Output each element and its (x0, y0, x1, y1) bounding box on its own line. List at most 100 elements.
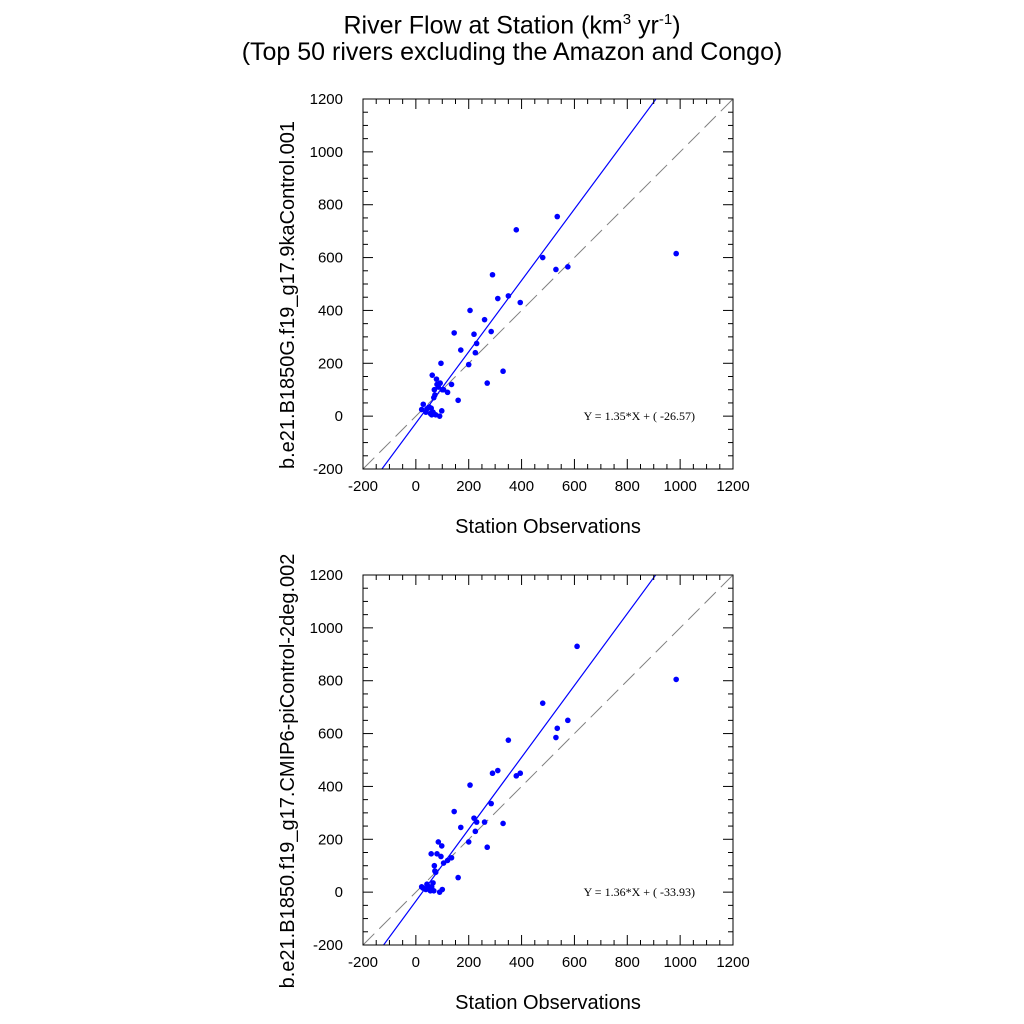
data-point (457, 347, 464, 353)
data-point (574, 643, 580, 650)
data-point (465, 839, 472, 845)
x-tick-label: 600 (562, 954, 587, 971)
data-point (484, 844, 491, 851)
data-point (467, 782, 473, 788)
y-tick-label: 800 (318, 197, 343, 214)
chart-title-line-1: River Flow at Station (km3 yr-1) (0, 5, 1024, 40)
data-point (430, 880, 436, 886)
y-tick-label: 400 (318, 778, 343, 795)
y-tick-label: 600 (318, 250, 343, 267)
data-point (431, 888, 437, 894)
scatter-plot-1: -200 -200 0 0 200 200 400 400 600 600 800 800 1000 10… (277, 91, 750, 538)
data-point (489, 770, 496, 777)
data-point (455, 397, 461, 404)
data-point (505, 293, 512, 299)
data-point (489, 271, 496, 278)
x-tick-label: 600 (562, 478, 587, 495)
y-tick-label: 0 (335, 408, 343, 425)
one-to-one-line (363, 99, 733, 469)
data-point (471, 331, 477, 338)
data-point (471, 815, 477, 821)
x-axis-label: Station Observations (455, 516, 641, 538)
data-point (451, 808, 457, 815)
data-point (472, 349, 479, 356)
y-axis-label: b.e21.B1850.f19_g17.CMIP6-piControl-2deg… (277, 554, 299, 989)
data-point (457, 824, 464, 831)
data-point (448, 854, 455, 861)
data-point (481, 316, 488, 323)
y-tick-label: -200 (313, 461, 343, 478)
data-point (440, 860, 447, 866)
x-tick-label: 200 (456, 954, 481, 971)
data-point (435, 839, 442, 845)
data-point (539, 700, 546, 706)
data-point (432, 392, 438, 398)
y-tick-label: -200 (313, 937, 343, 954)
data-point (438, 843, 445, 849)
data-point (439, 886, 446, 893)
data-point (467, 307, 473, 314)
title-main-text: River Flow at Station (km (343, 11, 623, 40)
x-tick-label: 0 (412, 954, 420, 971)
data-point (488, 800, 494, 807)
data-point (465, 361, 472, 368)
data-point (517, 770, 524, 777)
x-tick-label: 400 (509, 954, 534, 971)
regression-equation: Y = 1.35*X + ( -26.57) (584, 409, 695, 423)
data-point (431, 386, 438, 393)
x-tick-label: 1200 (716, 478, 749, 495)
data-point (433, 376, 440, 382)
x-tick-label: 1000 (663, 954, 696, 971)
x-tick-label: 0 (412, 478, 420, 495)
data-point (554, 213, 561, 220)
data-point (448, 381, 455, 388)
x-tick-label: 800 (615, 954, 640, 971)
title-end-text: ) (672, 11, 681, 40)
data-point (500, 820, 506, 827)
data-point (472, 828, 479, 835)
y-tick-label: 200 (318, 355, 343, 372)
data-point (420, 401, 427, 408)
data-point (438, 360, 444, 367)
data-point (432, 869, 439, 876)
data-point (434, 851, 440, 857)
data-point (444, 389, 451, 396)
data-point (431, 862, 438, 869)
y-tick-label: 1200 (310, 567, 343, 584)
data-point (455, 874, 461, 881)
x-tick-label: 400 (509, 478, 534, 495)
data-point (517, 299, 524, 306)
data-point (539, 254, 546, 261)
x-tick-label: -200 (348, 478, 378, 495)
data-point (554, 725, 561, 732)
y-tick-label: 0 (335, 884, 343, 901)
data-point (565, 264, 571, 270)
data-point (553, 734, 559, 741)
data-point (444, 857, 451, 864)
data-point (500, 368, 506, 375)
y-tick-label: 1000 (310, 144, 343, 161)
data-point (481, 819, 488, 825)
data-point (436, 413, 443, 419)
data-point (513, 773, 520, 779)
data-point (488, 328, 494, 335)
x-tick-label: 800 (615, 478, 640, 495)
data-point (494, 767, 501, 774)
y-tick-label: 1000 (310, 620, 343, 637)
y-tick-label: 800 (318, 673, 343, 690)
title-superscript-minus1: -1 (658, 11, 673, 28)
y-tick-label: 200 (318, 831, 343, 848)
data-point (418, 406, 425, 413)
data-point (565, 717, 571, 724)
data-point (484, 380, 491, 386)
y-tick-label: 1200 (310, 91, 343, 108)
data-point (673, 676, 679, 683)
scatter-plot-2: -200 -200 0 0 200 200 400 400 600 600 800 800 1000 10… (277, 554, 750, 1014)
x-tick-label: 1200 (716, 954, 749, 971)
data-point (494, 295, 501, 302)
data-point (438, 853, 444, 860)
y-axis-label: b.e21.B1850G.f19_g17.9kaControl.001 (277, 121, 299, 469)
y-tick-label: 600 (318, 726, 343, 743)
data-point (438, 408, 445, 414)
data-point (428, 851, 434, 857)
